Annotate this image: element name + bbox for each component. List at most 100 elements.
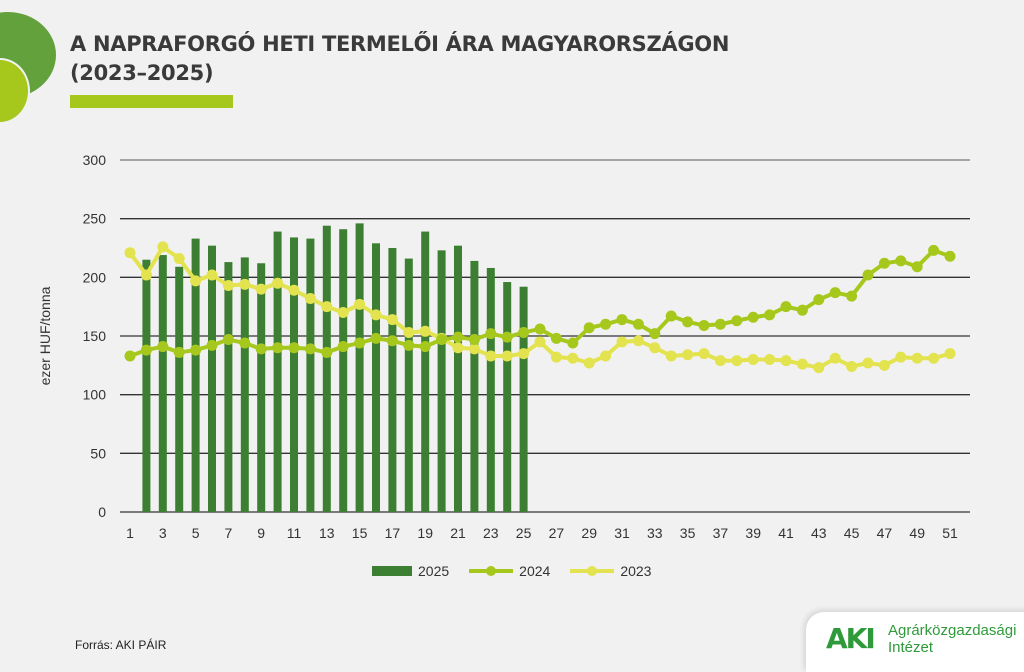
y-axis-label: ezer HUF/tonna: [37, 286, 53, 385]
point-2024: [206, 339, 218, 351]
point-2024: [255, 343, 267, 355]
point-2023: [698, 348, 710, 360]
point-2024: [124, 350, 136, 362]
point-2024: [764, 309, 776, 321]
point-2024: [796, 304, 808, 316]
point-2023: [501, 350, 513, 362]
point-2024: [911, 261, 923, 273]
point-2024: [682, 316, 694, 328]
point-2024: [747, 311, 759, 323]
x-tick-label: 47: [877, 525, 893, 541]
bar-2025: [421, 231, 430, 512]
bar-2025: [142, 259, 151, 512]
legend-line-swatch: [570, 566, 615, 576]
point-2023: [714, 355, 726, 367]
point-2024: [944, 250, 956, 262]
point-2023: [354, 298, 366, 310]
x-tick-label: 15: [352, 525, 368, 541]
bar-2025: [404, 258, 413, 512]
y-tick-label: 300: [83, 152, 107, 168]
legend-label: 2024: [519, 563, 551, 579]
x-tick-label: 49: [909, 525, 925, 541]
legend: 2025 2024 2023: [372, 563, 651, 579]
point-2023: [239, 278, 251, 290]
x-tick-label: 29: [581, 525, 597, 541]
legend-bar-swatch: [372, 566, 412, 576]
x-tick-label: 25: [516, 525, 532, 541]
point-2023: [304, 292, 316, 304]
point-2023: [944, 348, 956, 360]
x-tick-label: 37: [713, 525, 729, 541]
point-2024: [468, 334, 480, 346]
bar-2025: [191, 238, 200, 512]
bar-2025: [355, 223, 364, 513]
line-2023: [128, 244, 951, 370]
point-2024: [501, 331, 513, 343]
y-tick-label: 100: [83, 387, 107, 403]
x-tick-label: 1: [126, 525, 134, 541]
point-2023: [518, 348, 530, 360]
point-2024: [649, 328, 661, 340]
x-tick-label: 9: [257, 525, 265, 541]
point-2023: [370, 309, 382, 321]
point-2024: [173, 346, 185, 358]
point-2023: [173, 253, 185, 265]
logo-text: Agrárközgazdasági Intézet: [888, 622, 1016, 656]
point-2024: [518, 326, 530, 338]
point-2024: [714, 318, 726, 330]
point-2023: [140, 269, 152, 281]
legend-item-2023: 2023: [570, 563, 651, 579]
bar-2025: [306, 238, 315, 512]
point-2023: [288, 284, 300, 296]
x-tick-label: 17: [385, 525, 401, 541]
point-2024: [157, 341, 169, 353]
bar-2025: [290, 237, 298, 512]
bar-2025: [322, 225, 331, 512]
point-2023: [386, 314, 398, 326]
point-2024: [140, 344, 152, 356]
bar-2025: [224, 262, 233, 512]
logo-line2: Intézet: [888, 639, 934, 656]
x-tick-label: 43: [811, 525, 827, 541]
point-2024: [354, 337, 366, 349]
bar-2025: [470, 260, 479, 512]
point-2024: [272, 342, 284, 354]
point-2024: [190, 344, 202, 356]
bar-2025: [175, 266, 184, 512]
point-2023: [190, 275, 202, 287]
y-tick-label: 250: [83, 211, 107, 227]
point-2024: [780, 301, 792, 313]
x-tick-label: 7: [225, 525, 233, 541]
point-2023: [124, 247, 136, 259]
x-tick-label: 3: [159, 525, 167, 541]
point-2023: [632, 335, 644, 347]
bar-2025: [158, 255, 167, 513]
chart-title: A NAPRAFORGÓ HETI TERMELŐI ÁRA MAGYARORS…: [70, 30, 729, 88]
point-2024: [222, 334, 234, 346]
point-2023: [255, 283, 267, 295]
point-2023: [550, 351, 562, 363]
bar-2025: [257, 263, 266, 512]
x-tick-label: 51: [942, 525, 958, 541]
point-2023: [616, 336, 628, 348]
legend-label: 2025: [418, 563, 450, 579]
point-2023: [222, 280, 234, 292]
aki-logo: AKI Agrárközgazdasági Intézet: [806, 612, 1024, 672]
bar-2025: [486, 267, 495, 512]
point-2024: [419, 341, 431, 353]
point-2023: [534, 336, 546, 348]
bar-2025: [437, 250, 446, 512]
point-2024: [600, 318, 612, 330]
point-2023: [649, 342, 661, 354]
bar-2025: [208, 245, 216, 513]
point-2023: [796, 358, 808, 370]
x-tick-label: 39: [745, 525, 761, 541]
point-2024: [386, 335, 398, 347]
point-2024: [337, 341, 349, 353]
x-tick-label: 35: [680, 525, 696, 541]
y-tick-label: 0: [98, 504, 106, 520]
point-2023: [878, 359, 890, 371]
point-2024: [616, 314, 628, 326]
point-2024: [567, 337, 579, 349]
